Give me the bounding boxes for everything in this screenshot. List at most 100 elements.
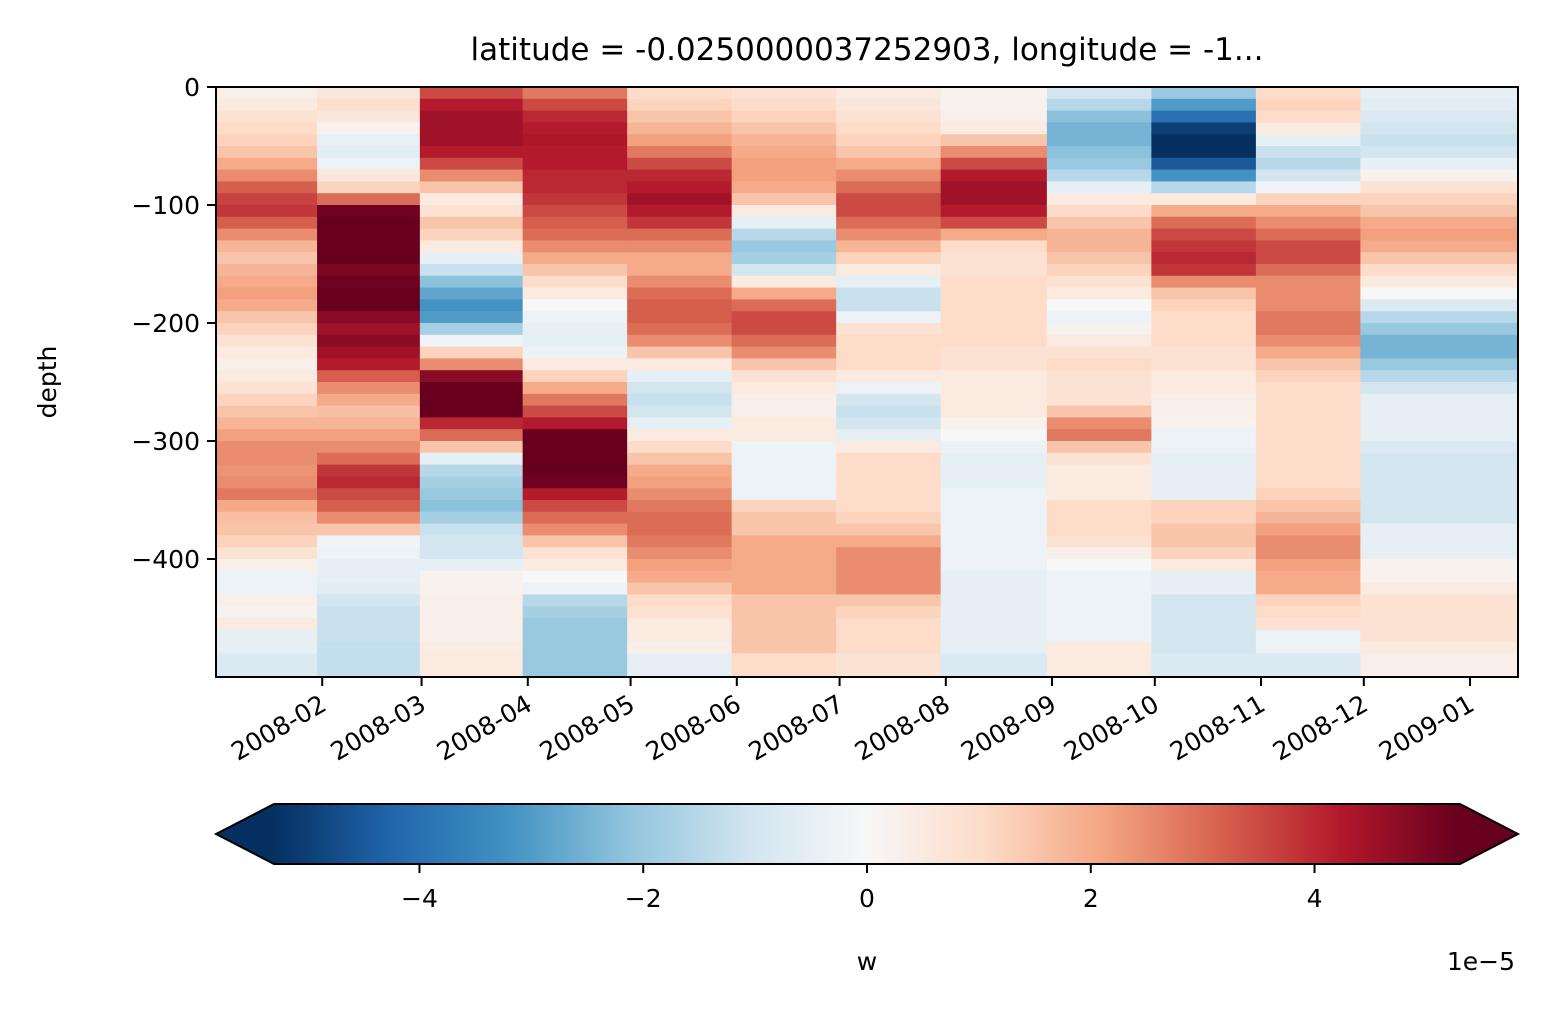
heatmap-cell	[522, 169, 628, 182]
heatmap-cell	[216, 98, 318, 112]
heatmap-cell	[1151, 98, 1257, 112]
heatmap-cell	[1255, 323, 1361, 336]
heatmap-cell	[419, 441, 524, 454]
heatmap-cell	[1255, 476, 1361, 489]
heatmap-cell	[1151, 393, 1257, 407]
x-tick-label: 2009-01	[1374, 689, 1479, 766]
heatmap-cell	[940, 582, 1048, 595]
heatmap-cell	[1046, 665, 1152, 678]
heatmap-cell	[731, 570, 837, 584]
heatmap-cell	[940, 629, 1048, 643]
heatmap-cell	[1255, 582, 1361, 595]
heatmap-cell	[317, 275, 421, 289]
heatmap-cell	[1360, 582, 1519, 595]
heatmap-cell	[836, 146, 942, 159]
heatmap-cell	[1151, 452, 1257, 466]
heatmap-cell	[1046, 429, 1152, 442]
heatmap-cell	[1151, 511, 1257, 525]
heatmap-cell	[836, 311, 942, 324]
heatmap-cell	[1255, 228, 1361, 241]
heatmap-cell	[419, 629, 524, 643]
heatmap-cell	[940, 264, 1048, 277]
heatmap-cell	[317, 134, 421, 147]
heatmap-cell	[1360, 228, 1519, 241]
heatmap-cell	[1360, 500, 1519, 513]
heatmap-cell	[1151, 252, 1257, 265]
heatmap-cell	[627, 464, 733, 477]
heatmap-cell	[627, 665, 733, 678]
heatmap-cell	[317, 382, 421, 395]
heatmap-cell	[940, 358, 1048, 371]
heatmap-cell	[1360, 606, 1519, 619]
heatmap-cell	[1255, 523, 1361, 536]
y-tick-label: −100	[131, 191, 200, 220]
heatmap-cell	[522, 240, 628, 253]
heatmap-cell	[731, 441, 837, 454]
heatmap-cell	[1046, 216, 1152, 230]
heatmap-cell	[731, 582, 837, 595]
heatmap-cell	[419, 146, 524, 159]
heatmap-cell	[836, 264, 942, 277]
heatmap-cell	[836, 122, 942, 135]
heatmap-cell	[317, 287, 421, 300]
heatmap-cell	[836, 240, 942, 253]
heatmap-cell	[1151, 216, 1257, 230]
heatmap-cell	[522, 405, 628, 418]
heatmap-cell	[317, 476, 421, 489]
heatmap-cell	[216, 264, 318, 277]
heatmap-cell	[522, 476, 628, 489]
heatmap-cell	[1046, 299, 1152, 312]
heatmap-cell	[836, 618, 942, 631]
heatmap-cell	[216, 547, 318, 560]
heatmap-cell	[1046, 582, 1152, 595]
heatmap-cell	[627, 240, 733, 253]
heatmap-cell	[1151, 87, 1257, 100]
heatmap-cell	[1151, 146, 1257, 159]
heatmap-cell	[1255, 122, 1361, 135]
heatmap-cell	[731, 594, 837, 607]
heatmap-cell	[627, 181, 733, 194]
heatmap-cell	[1046, 535, 1152, 548]
heatmap-cell	[627, 511, 733, 525]
heatmap-cell	[940, 370, 1048, 383]
heatmap-cell	[216, 441, 318, 454]
heatmap-cell	[216, 169, 318, 182]
heatmap-cell	[940, 570, 1048, 584]
heatmap-cell	[627, 393, 733, 407]
heatmap-cell	[836, 98, 942, 112]
heatmap-cell	[1360, 382, 1519, 395]
colorbar-offset-text: 1e−5	[1447, 947, 1515, 976]
heatmap-cell	[627, 122, 733, 135]
heatmap-cell	[419, 535, 524, 548]
heatmap-cell	[1255, 252, 1361, 265]
heatmap-cell	[1255, 559, 1361, 572]
heatmap-cell	[216, 87, 318, 100]
heatmap-cell	[522, 429, 628, 442]
heatmap-cell	[1151, 488, 1257, 501]
heatmap-cell	[731, 476, 837, 489]
heatmap-cell	[419, 323, 524, 336]
heatmap-cell	[836, 547, 942, 560]
heatmap-cell	[940, 511, 1048, 525]
heatmap-cell	[940, 429, 1048, 442]
heatmap-cell	[419, 240, 524, 253]
heatmap-cell	[1360, 299, 1519, 312]
heatmap-cell	[1046, 334, 1152, 348]
heatmap-cell	[1255, 299, 1361, 312]
heatmap-cell	[522, 216, 628, 230]
heatmap-cell	[731, 299, 837, 312]
heatmap-cell	[940, 228, 1048, 241]
heatmap-cell	[317, 264, 421, 277]
heatmap-cell	[940, 535, 1048, 548]
heatmap-cell	[522, 122, 628, 135]
heatmap-cell	[836, 405, 942, 418]
colorbar-label: w	[857, 947, 877, 976]
heatmap-cell	[522, 323, 628, 336]
heatmap-cell	[627, 476, 733, 489]
heatmap-cell	[419, 523, 524, 536]
heatmap-cell	[1360, 452, 1519, 466]
heatmap-cell	[317, 441, 421, 454]
heatmap-cell	[522, 488, 628, 501]
heatmap-cell	[627, 169, 733, 182]
